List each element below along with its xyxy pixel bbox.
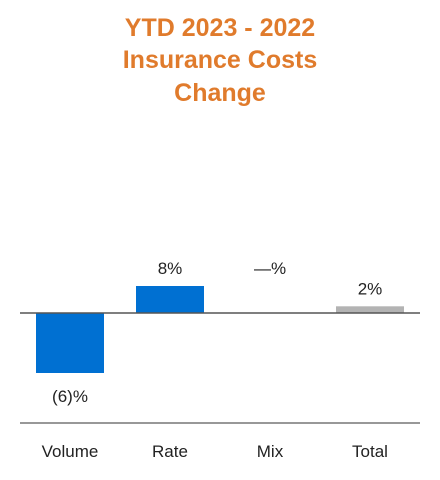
category-label-volume: Volume bbox=[42, 442, 99, 461]
value-label-volume: (6)% bbox=[52, 387, 88, 406]
chart-title-line-3: Change bbox=[174, 79, 266, 107]
value-label-mix: —% bbox=[254, 259, 286, 278]
category-label-total: Total bbox=[352, 442, 388, 461]
chart-title-line-1: YTD 2023 - 2022 bbox=[124, 14, 316, 42]
chart-title-line-2: Insurance Costs bbox=[122, 46, 318, 74]
value-label-rate: 8% bbox=[158, 259, 183, 278]
category-label-mix: Mix bbox=[257, 442, 284, 461]
bar-volume bbox=[36, 313, 104, 373]
bar-total bbox=[336, 306, 404, 314]
bar-rate bbox=[136, 286, 204, 313]
value-label-total: 2% bbox=[358, 279, 383, 298]
category-label-rate: Rate bbox=[152, 442, 188, 461]
